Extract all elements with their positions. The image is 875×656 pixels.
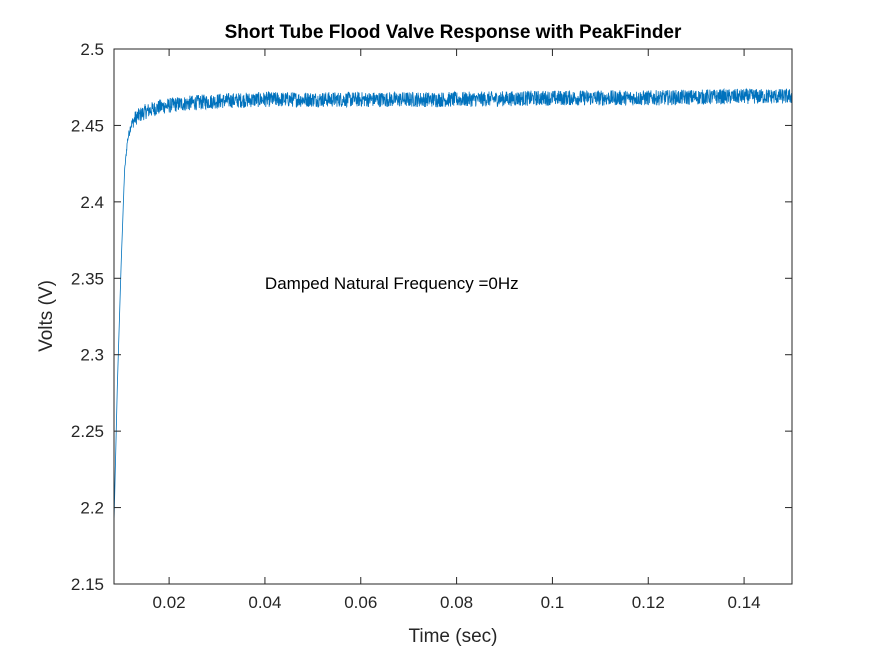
x-tick-label: 0.14 [728,593,761,612]
y-tick-label: 2.5 [80,40,104,59]
x-axis-label: Time (sec) [408,626,497,647]
y-tick-label: 2.25 [71,422,104,441]
y-tick-label: 2.3 [80,346,104,365]
chart-title: Short Tube Flood Valve Response with Pea… [225,22,682,43]
y-tick-label: 2.45 [71,116,104,135]
x-tick-label: 0.04 [248,593,281,612]
frequency-annotation: Damped Natural Frequency =0Hz [265,274,519,293]
axes-box [113,48,793,585]
y-tick-label: 2.4 [80,193,104,212]
y-tick-label: 2.35 [71,269,104,288]
plot-area [114,49,792,584]
x-tick-label: 0.02 [153,593,186,612]
y-tick-label: 2.2 [80,499,104,518]
x-tick-label: 0.06 [344,593,377,612]
x-tick-label: 0.12 [632,593,665,612]
series-line-0 [113,87,793,523]
y-axis-label: Volts (V) [36,280,57,352]
y-tick-label: 2.15 [71,575,104,594]
x-tick-label: 0.1 [541,593,565,612]
axis-layer: 0.02 0.04 0.06 0.08 0.1 0.12 0.14 2.15 2.2 2.25 2.… [71,40,793,612]
data-layer [113,87,793,523]
x-tick-label: 0.08 [440,593,473,612]
